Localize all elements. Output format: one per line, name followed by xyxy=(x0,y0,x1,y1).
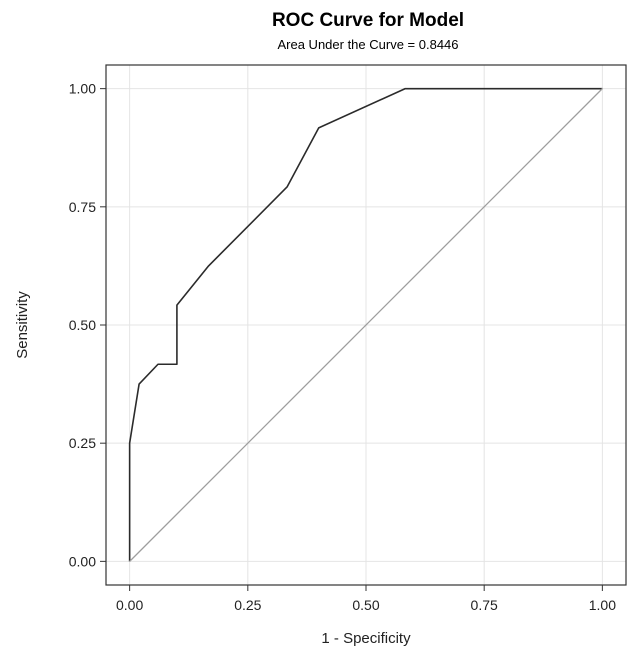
y-tick-label: 0.75 xyxy=(69,199,96,215)
x-tick-label: 0.50 xyxy=(352,597,379,613)
x-tick-label: 0.00 xyxy=(116,597,143,613)
chart-subtitle: Area Under the Curve = 0.8446 xyxy=(277,37,458,52)
x-axis-label: 1 - Specificity xyxy=(321,630,411,647)
x-tick-label: 0.25 xyxy=(234,597,261,613)
y-tick-label: 0.00 xyxy=(69,553,96,569)
y-tick-label: 0.25 xyxy=(69,435,96,451)
chart-title: ROC Curve for Model xyxy=(272,10,464,31)
y-tick-label: 0.50 xyxy=(69,317,96,333)
reference-diagonal-line xyxy=(129,88,603,562)
x-tick-label: 1.00 xyxy=(589,597,616,613)
x-tick-label: 0.75 xyxy=(471,597,498,613)
axis-ticks: 0.00 0.25 0.50 0.75 1.00 0.00 0.25 0.50 0.75 1.00 xyxy=(69,81,616,613)
y-tick-label: 1.00 xyxy=(69,81,96,97)
plot-series xyxy=(128,87,603,562)
roc-curve-line xyxy=(128,87,603,562)
plot-frame xyxy=(105,64,627,586)
y-axis-label: Sensitivity xyxy=(14,291,31,359)
